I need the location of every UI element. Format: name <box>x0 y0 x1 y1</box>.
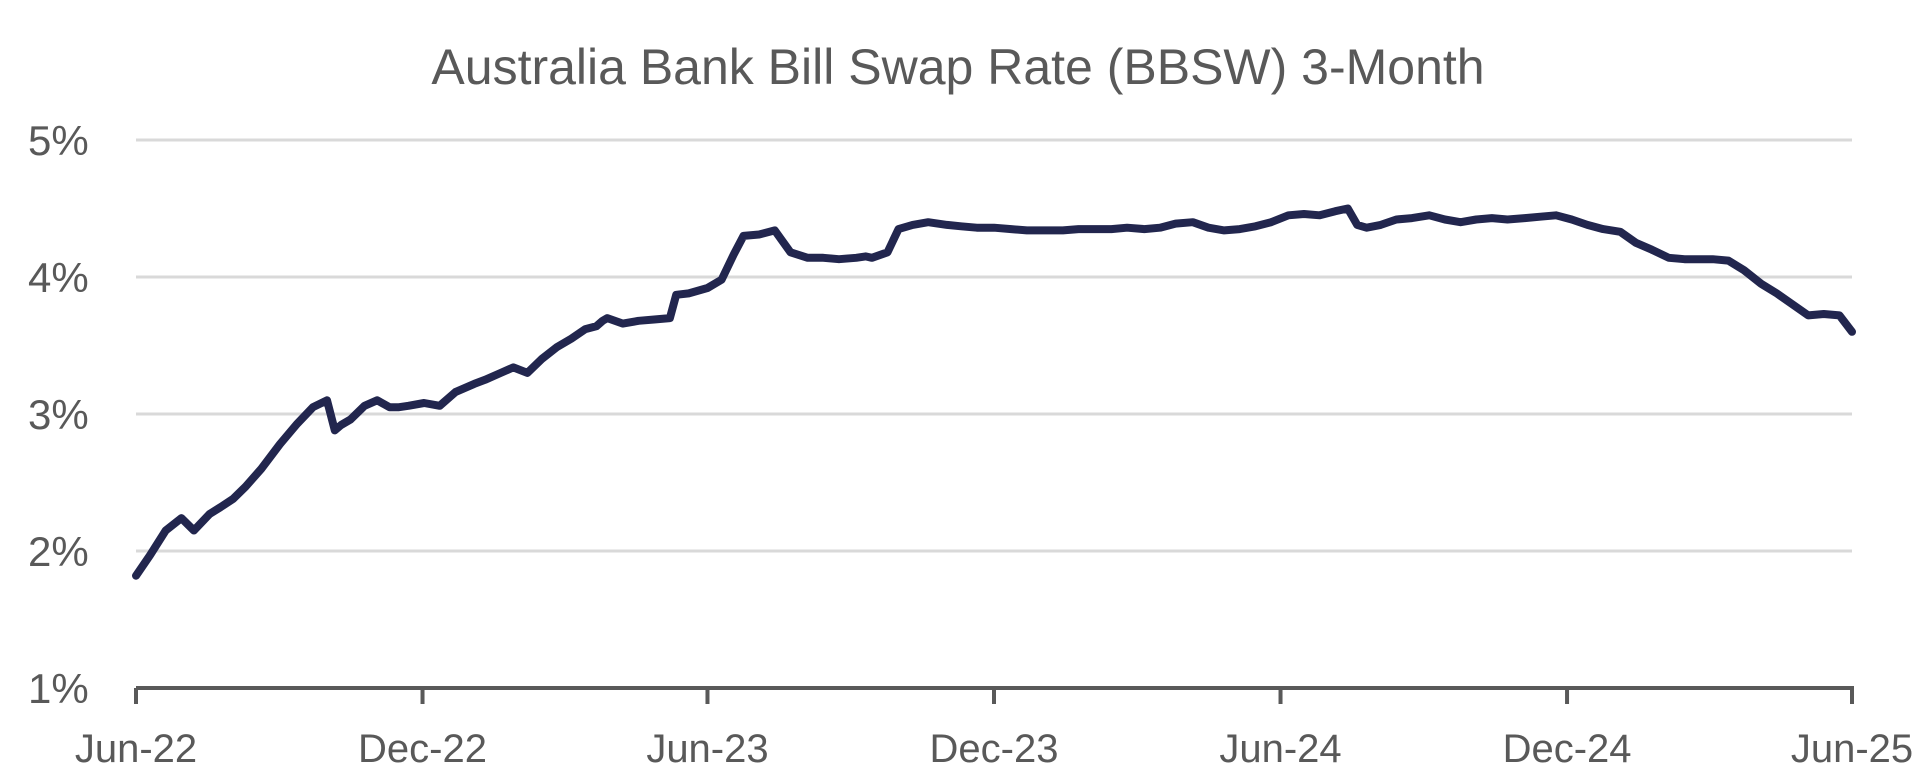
chart-title: Australia Bank Bill Swap Rate (BBSW) 3-M… <box>431 39 1484 95</box>
y-tick-label: 3% <box>28 391 89 438</box>
x-tick-label: Dec-24 <box>1503 727 1632 771</box>
y-tick-label: 2% <box>28 528 89 575</box>
x-tick-label: Jun-25 <box>1791 727 1913 771</box>
x-tick-label: Dec-23 <box>930 727 1059 771</box>
x-tick-label: Dec-22 <box>358 727 487 771</box>
y-axis-tick-labels: 1% 2% 3% 4% 5% <box>28 117 89 712</box>
y-tick-label: 1% <box>28 665 89 712</box>
series-layer <box>132 204 1856 580</box>
x-tick-label: Jun-24 <box>1219 727 1341 771</box>
x-tick-label: Jun-23 <box>646 727 768 771</box>
series-line <box>132 204 1856 580</box>
y-tick-label: 5% <box>28 117 89 164</box>
y-tick-label: 4% <box>28 254 89 301</box>
x-tick-label: Jun-22 <box>75 727 197 771</box>
x-axis: Jun-22 Dec-22 Jun-23 Dec-23 Jun-24 Dec-24 Jun-… <box>75 686 1913 771</box>
gridlines <box>136 138 1852 553</box>
